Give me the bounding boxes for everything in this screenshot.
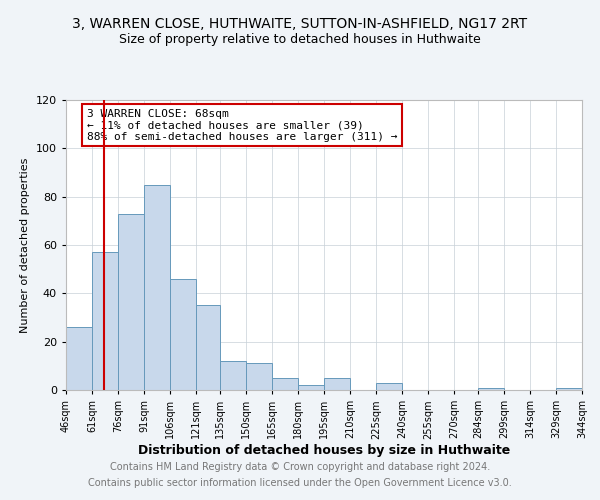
Bar xyxy=(376,383,402,390)
Bar xyxy=(246,364,272,390)
Bar xyxy=(298,385,324,390)
Bar xyxy=(66,327,92,390)
Text: Contains public sector information licensed under the Open Government Licence v3: Contains public sector information licen… xyxy=(88,478,512,488)
Text: Size of property relative to detached houses in Huthwaite: Size of property relative to detached ho… xyxy=(119,32,481,46)
Text: Contains HM Land Registry data © Crown copyright and database right 2024.: Contains HM Land Registry data © Crown c… xyxy=(110,462,490,472)
Text: 3, WARREN CLOSE, HUTHWAITE, SUTTON-IN-ASHFIELD, NG17 2RT: 3, WARREN CLOSE, HUTHWAITE, SUTTON-IN-AS… xyxy=(73,18,527,32)
Bar xyxy=(144,184,170,390)
Bar xyxy=(220,361,246,390)
Bar xyxy=(556,388,582,390)
Bar xyxy=(324,378,350,390)
Y-axis label: Number of detached properties: Number of detached properties xyxy=(20,158,30,332)
Bar xyxy=(170,279,196,390)
Bar xyxy=(196,306,220,390)
Bar xyxy=(272,378,298,390)
X-axis label: Distribution of detached houses by size in Huthwaite: Distribution of detached houses by size … xyxy=(138,444,510,457)
Bar xyxy=(118,214,144,390)
Bar xyxy=(478,388,504,390)
Text: 3 WARREN CLOSE: 68sqm
← 11% of detached houses are smaller (39)
88% of semi-deta: 3 WARREN CLOSE: 68sqm ← 11% of detached … xyxy=(86,108,397,142)
Bar xyxy=(92,252,118,390)
